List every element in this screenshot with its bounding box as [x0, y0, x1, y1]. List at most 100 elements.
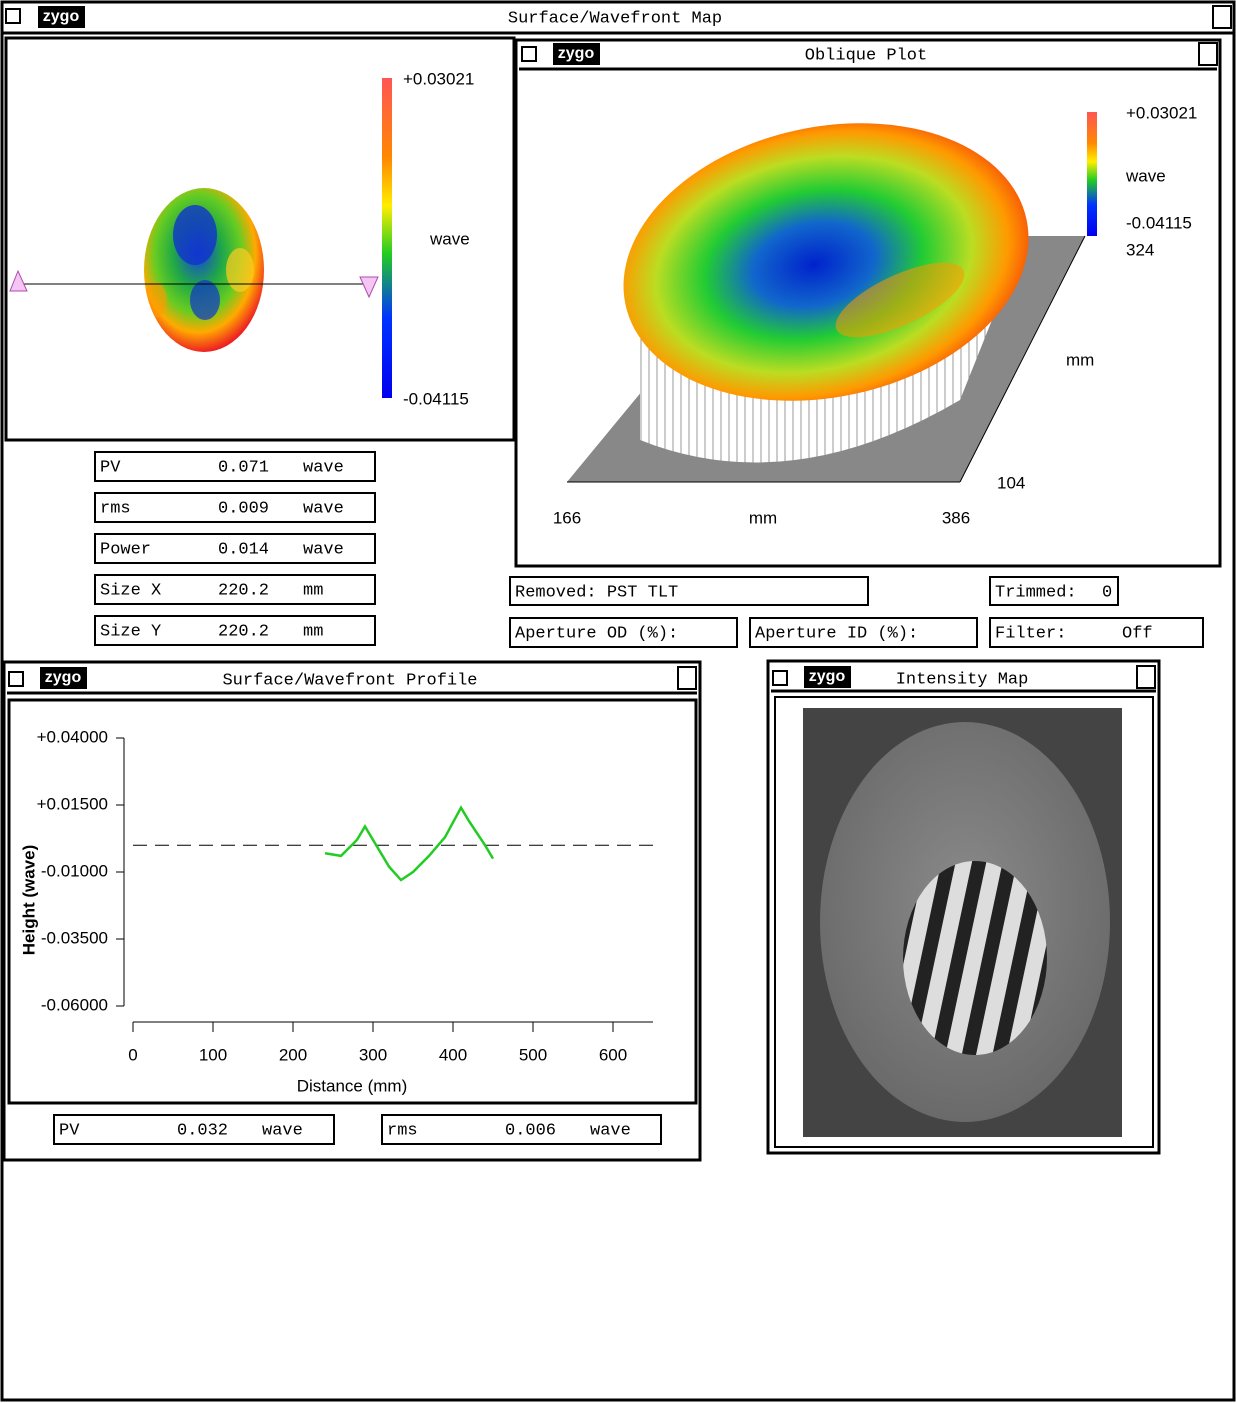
y-min: 104 [997, 473, 1025, 492]
profile-line [324, 805, 495, 882]
trimmed-label: Trimmed: [995, 583, 1077, 602]
stat-box [94, 615, 376, 646]
y-unit: mm [1066, 350, 1094, 369]
scale-unit: wave [429, 229, 470, 248]
y-tick-label: -0.01000 [41, 861, 108, 880]
stat-unit: wave [303, 499, 344, 518]
stat-value: 220.2 [218, 622, 269, 641]
stats: PV 0.071 wave rms 0.009 wave Power 0.014 wave Siz… [94, 451, 376, 646]
close-button[interactable] [5, 8, 21, 24]
profile-plot-area [7, 698, 698, 1105]
color-bar [1087, 112, 1097, 236]
resize-button[interactable] [1136, 665, 1156, 689]
stat-label: PV [100, 458, 121, 477]
stat-label: Size X [100, 581, 161, 600]
logo-bg [38, 6, 85, 28]
stat-value: 0.071 [218, 458, 269, 477]
stat-box [94, 451, 376, 482]
window-title: Surface/Wavefront Profile [222, 671, 477, 690]
x-tick-label: 500 [519, 1045, 547, 1064]
window-title: Surface/Wavefront Map [508, 9, 722, 28]
filter-label: Filter: [995, 624, 1066, 643]
stat-label: PV [59, 1121, 80, 1140]
x-max: 386 [942, 508, 970, 527]
filter-field [989, 617, 1204, 648]
stat-box [94, 492, 376, 523]
x-unit: mm [749, 508, 777, 527]
logo-bg [40, 667, 87, 689]
scale-min: -0.04115 [403, 389, 469, 408]
stat-value: 220.2 [218, 581, 269, 600]
close-button[interactable] [8, 671, 24, 687]
window-title: Intensity Map [896, 670, 1029, 689]
stat-value: 0.014 [218, 540, 269, 559]
stat-label: Power [100, 540, 151, 559]
x-tick-label: 300 [359, 1045, 387, 1064]
stat-unit: wave [303, 540, 344, 559]
fringe-pattern [903, 861, 1047, 1055]
stat-unit: mm [303, 581, 323, 600]
y-axis [959, 235, 1086, 483]
profile-marker[interactable] [359, 276, 379, 299]
trimmed-field [989, 576, 1119, 606]
logo: zygo [43, 8, 80, 25]
surface-map-panel [4, 36, 516, 442]
aperture-od-field [509, 617, 738, 648]
close-button[interactable] [521, 46, 537, 62]
stat-unit: mm [303, 622, 323, 641]
stat-value: 0.032 [177, 1121, 228, 1140]
logo: zygo [809, 668, 846, 685]
filter-value: Off [1122, 624, 1153, 643]
y-tick-label: -0.03500 [41, 928, 108, 947]
oblique-surface [623, 123, 1029, 401]
stat-value: 0.009 [218, 499, 269, 518]
window-title: Oblique Plot [805, 46, 927, 65]
stat-value: 0.006 [505, 1121, 556, 1140]
stat-label: Size Y [100, 622, 161, 641]
stat-box [53, 1114, 335, 1145]
resize-button[interactable] [1212, 5, 1232, 29]
stat-unit: wave [262, 1121, 303, 1140]
x-tick-label: 0 [128, 1045, 137, 1064]
close-button[interactable] [772, 670, 788, 686]
resize-button[interactable] [677, 666, 697, 690]
scale-max: +0.03021 [1126, 103, 1197, 122]
logo: zygo [558, 45, 595, 62]
x-tick-label: 400 [439, 1045, 467, 1064]
color-bar [382, 78, 392, 398]
x-tick-label: 200 [279, 1045, 307, 1064]
stat-box [94, 533, 376, 564]
x-min: 166 [553, 508, 581, 527]
x-tick-label: 100 [199, 1045, 227, 1064]
profile-chart: PV 0.032 wave rms 0.006 wave +0.04000 +0.01500 -… [19, 727, 662, 1145]
aperture-id: Aperture ID (%): [755, 624, 918, 643]
x-tick-label: 600 [599, 1045, 627, 1064]
stat-box [94, 574, 376, 605]
y-tick-label: +0.04000 [37, 727, 108, 746]
logo: zygo [45, 669, 82, 686]
resize-button[interactable] [1198, 42, 1218, 66]
removed-field [509, 576, 869, 606]
scale-min: -0.04115 [1126, 213, 1192, 232]
stat-label: rms [100, 499, 131, 518]
scale-unit: wave [1125, 166, 1166, 185]
y-tick-label: +0.01500 [37, 794, 108, 813]
stat-box [381, 1114, 662, 1145]
logo-bg [804, 666, 851, 688]
stat-label: rms [387, 1121, 418, 1140]
stat-unit: wave [590, 1121, 631, 1140]
trimmed-value: 0 [1102, 583, 1112, 602]
stat-unit: wave [303, 458, 344, 477]
aperture-id-field [749, 617, 978, 648]
scale-max: +0.03021 [403, 69, 474, 88]
y-tick-label: -0.06000 [41, 995, 108, 1014]
y-axis-label: Height (wave) [19, 845, 38, 956]
surface-detail [835, 262, 965, 338]
logo-bg [553, 43, 600, 65]
removed: Removed: PST TLT [515, 583, 678, 602]
x-axis-label: Distance (mm) [297, 1076, 408, 1095]
y-max: 324 [1126, 240, 1154, 259]
surface-map-detail [144, 205, 254, 320]
profile-marker[interactable] [9, 269, 28, 292]
